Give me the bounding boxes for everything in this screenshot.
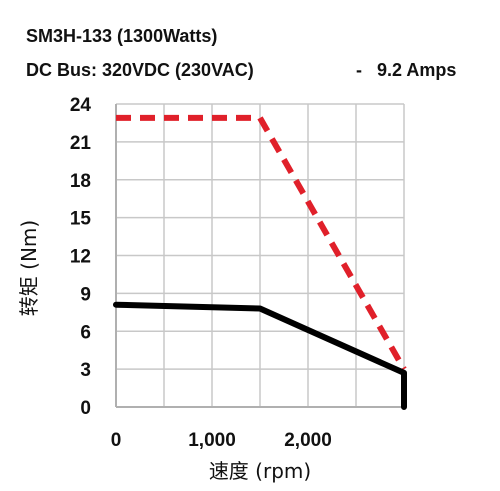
y-tick-label-0: 0 [80,398,91,419]
x-tick-label-2000: 2,000 [284,430,332,451]
axes [115,104,404,408]
y-tick-label-21: 21 [70,133,92,154]
series-lines [113,114,407,410]
y-tick-label-18: 18 [70,171,91,192]
peak-torque-line [116,114,407,371]
y-axis-label: 转矩 (Nm) [17,220,41,316]
chart-title-amps: - 9.2 Amps [356,60,457,80]
x-tick-label-1000: 1,000 [188,430,236,451]
y-tick-label-12: 12 [70,247,91,268]
y-tick-label-15: 15 [70,209,92,230]
grid-lines [116,103,405,407]
chart-title-line1: SM3H-133 (1300Watts) [26,26,218,46]
y-tick-label-24: 24 [70,95,92,116]
y-tick-label-6: 6 [80,322,91,343]
chart-title-line2: DC Bus: 320VDC (230VAC) [26,60,254,80]
x-tick-label-0: 0 [111,430,122,451]
y-tick-label-9: 9 [80,284,91,305]
y-tick-labels: 0 3 6 9 12 15 18 21 24 [70,95,92,419]
y-tick-label-3: 3 [80,360,91,381]
x-axis-label: 速度 (rpm) [209,459,311,483]
x-tick-labels: 0 1,000 2,000 [111,430,332,451]
continuous-torque-line [113,301,407,410]
